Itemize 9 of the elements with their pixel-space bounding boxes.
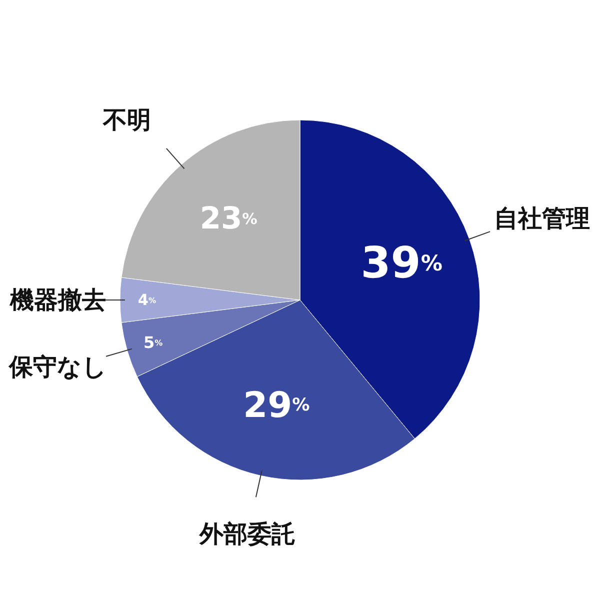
slice-label: 自社管理 <box>494 204 590 233</box>
data-label: 29% <box>243 384 310 426</box>
slice-label: 保守なし <box>8 352 107 381</box>
slice-label: 不明 <box>102 106 151 134</box>
slice-label: 外部委託 <box>198 520 296 548</box>
data-label: 39% <box>360 238 442 288</box>
data-label: 5% <box>143 333 163 352</box>
slice-label: 機器撤去 <box>9 286 106 314</box>
data-label: 23% <box>200 201 258 236</box>
